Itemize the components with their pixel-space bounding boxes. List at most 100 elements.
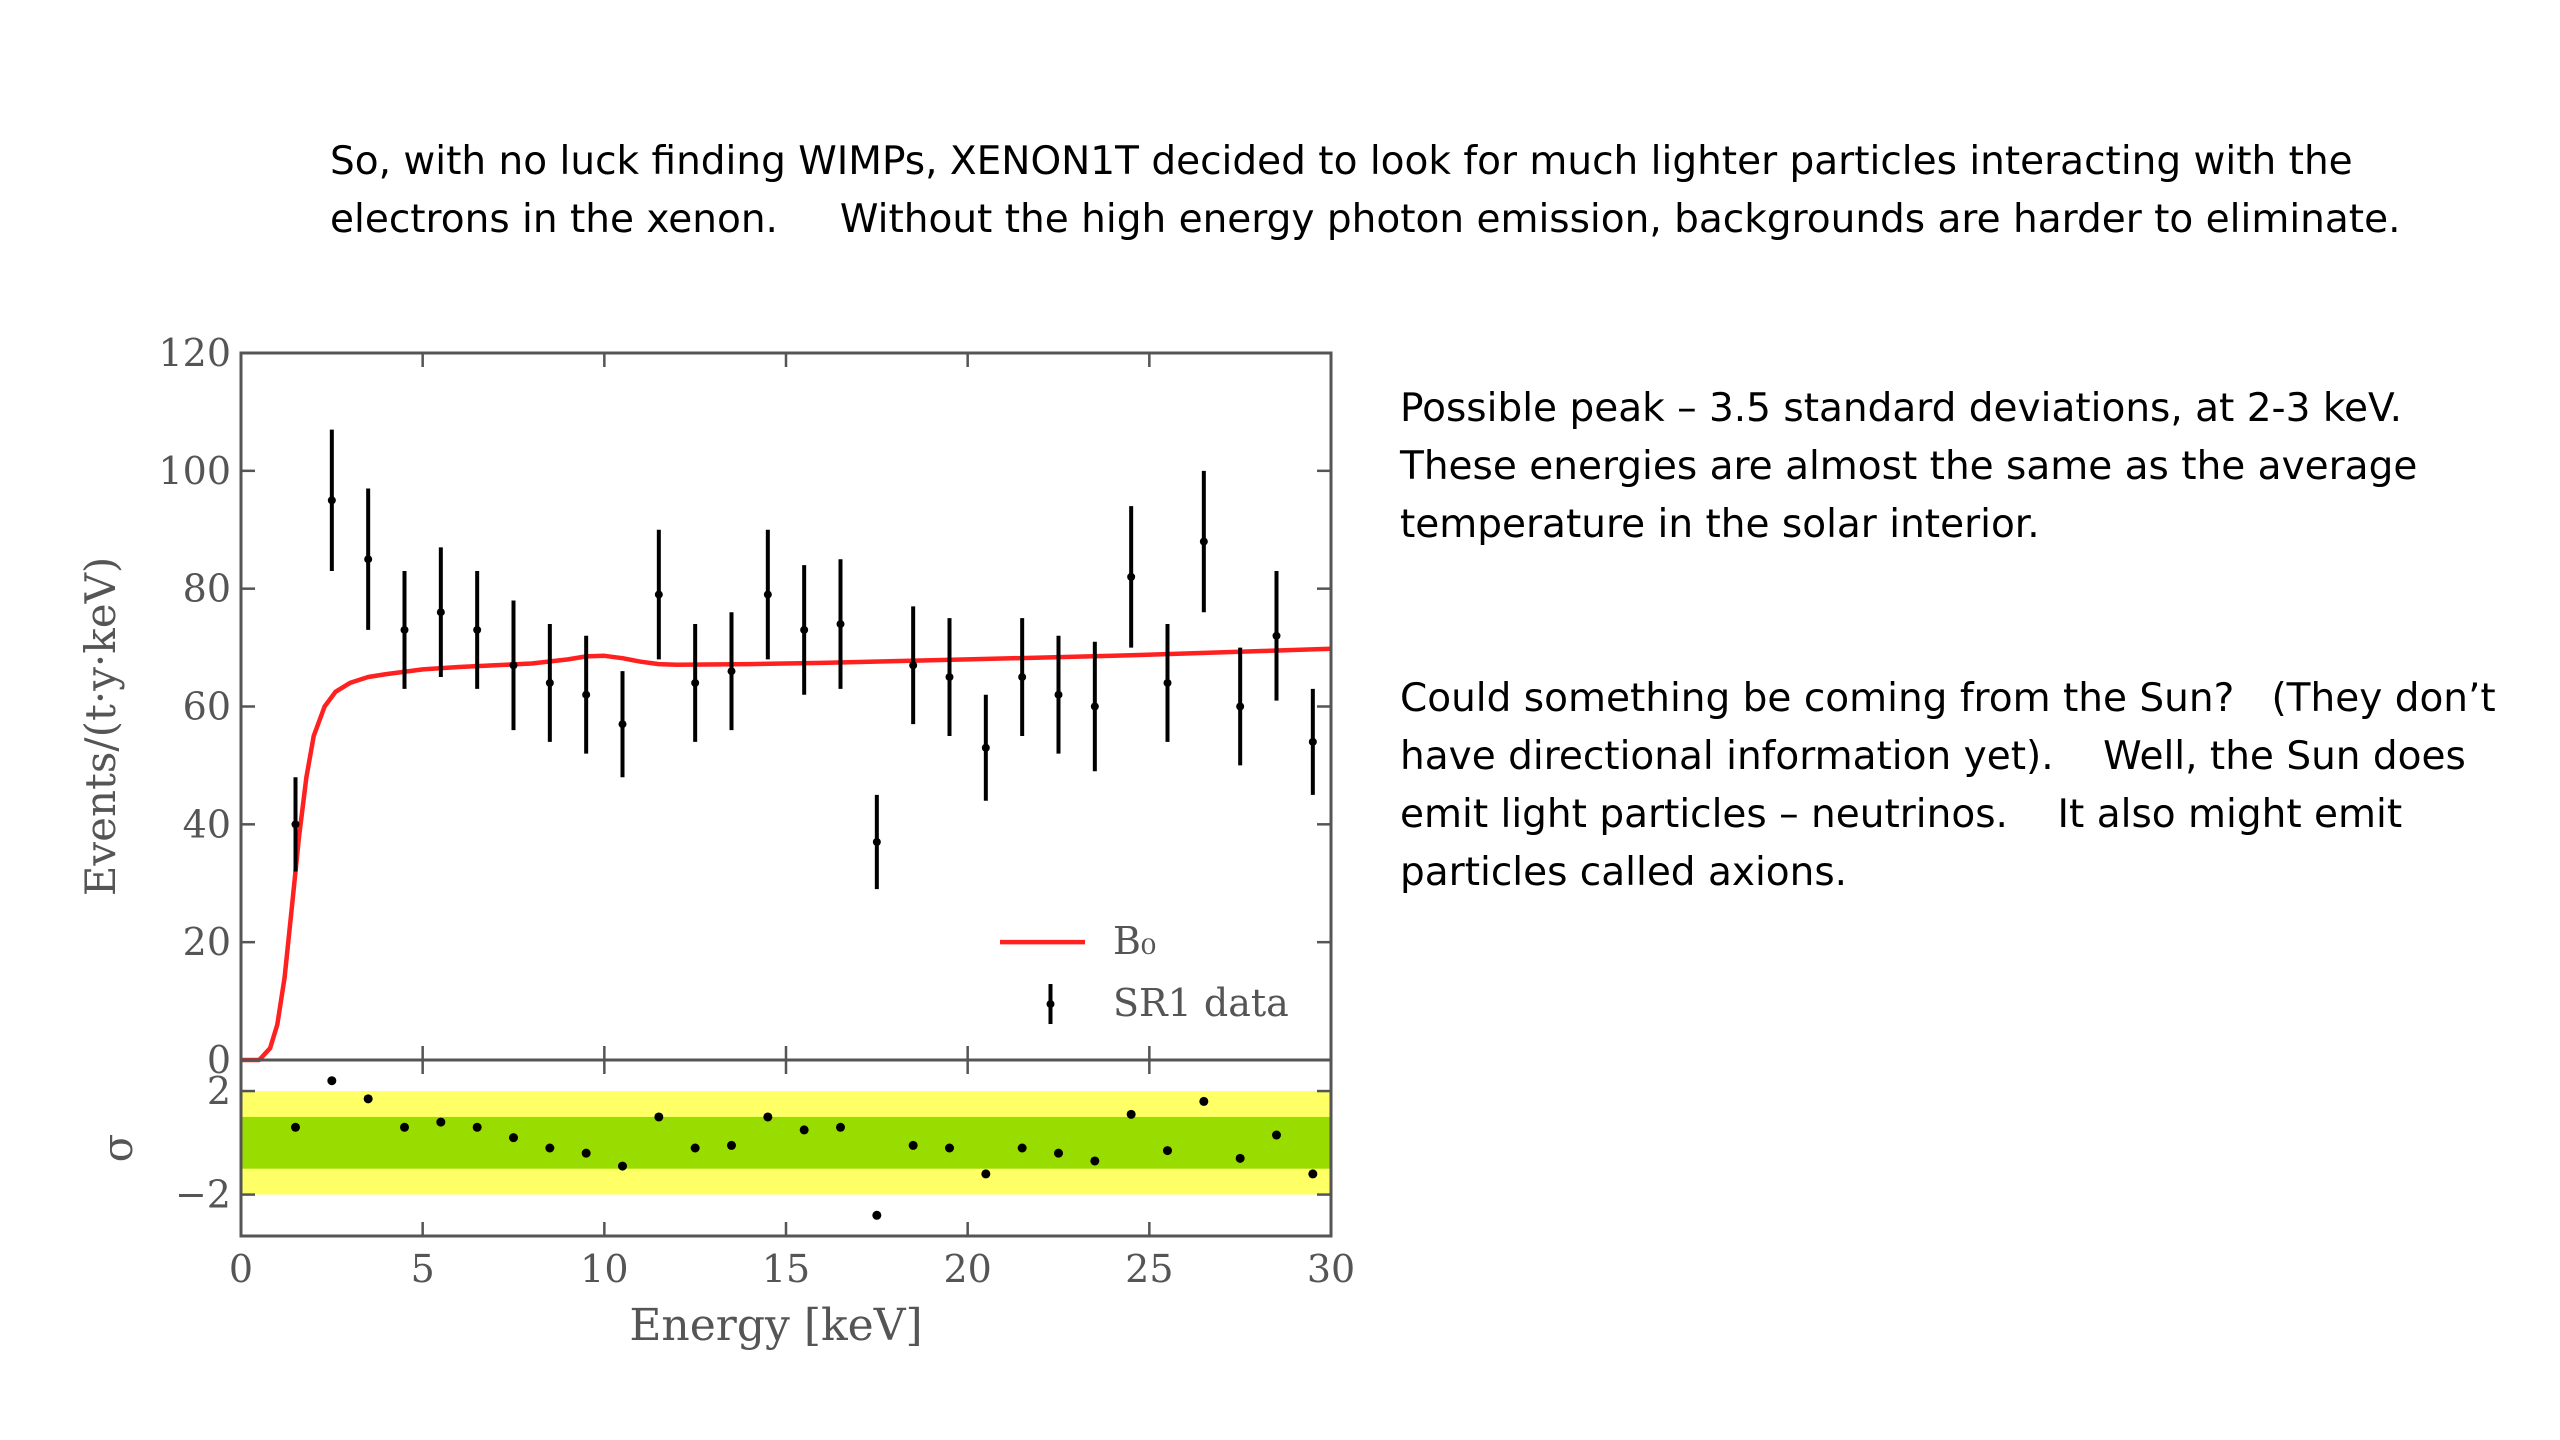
data-point xyxy=(727,667,736,676)
y-tick-label: 40 xyxy=(183,802,231,846)
y-tick-label: 80 xyxy=(183,567,231,611)
peak-note-line: Possible peak – 3.5 standard deviations,… xyxy=(1400,386,2403,431)
sun-note-line: particles called axions. xyxy=(1400,850,1848,895)
residual-point xyxy=(763,1112,773,1122)
residual-point xyxy=(1235,1153,1245,1163)
residual-point xyxy=(1308,1169,1318,1179)
data-point xyxy=(327,496,336,505)
data-point xyxy=(364,555,373,564)
intro-text: So, with no luck finding WIMPs, XENON1T … xyxy=(330,133,2480,249)
energy-spectrum-chart: 0 5 10 15 20 25 30 0 20 40 60 80 100 120 2 −2 Energy [ke… xyxy=(60,320,1380,1380)
residual-point xyxy=(727,1140,736,1150)
residual-point xyxy=(1054,1148,1063,1158)
intro-line: So, with no luck finding WIMPs, XENON1T … xyxy=(330,139,2353,184)
data-point xyxy=(981,743,990,752)
data-point xyxy=(291,820,300,829)
residual-point xyxy=(836,1122,845,1132)
data-point xyxy=(763,590,772,599)
data-point xyxy=(1018,673,1027,682)
residual-point xyxy=(363,1094,373,1104)
residual-point xyxy=(1090,1156,1100,1166)
residual-point xyxy=(654,1112,664,1122)
data-point xyxy=(582,690,591,699)
x-tick-label: 5 xyxy=(411,1247,435,1291)
residual-point xyxy=(327,1076,337,1086)
data-point xyxy=(1054,690,1063,699)
residual-point xyxy=(1199,1096,1209,1106)
residual-point xyxy=(1272,1130,1281,1140)
residual-point xyxy=(436,1117,446,1127)
data-point xyxy=(800,625,809,634)
data-point xyxy=(1236,702,1245,711)
sun-note-line: Could something be coming from the Sun? … xyxy=(1400,676,2496,721)
legend-swatch-data-point xyxy=(1046,1000,1055,1009)
peak-note-line: temperature in the solar interior. xyxy=(1400,502,2040,547)
data-point xyxy=(1272,631,1281,640)
sun-note-line: have directional information yet). Well,… xyxy=(1400,734,2466,779)
data-point xyxy=(1308,737,1317,746)
residual-point xyxy=(799,1125,809,1135)
x-axis-label: Energy [keV] xyxy=(629,1300,922,1351)
residual-1sigma-band xyxy=(241,1116,1331,1169)
x-tick-label: 15 xyxy=(762,1247,810,1291)
data-point xyxy=(1163,678,1172,687)
x-tick-label: 25 xyxy=(1125,1247,1173,1291)
residual-axis-label: σ xyxy=(93,1134,142,1163)
residual-point xyxy=(581,1148,591,1158)
data-point xyxy=(691,678,700,687)
peak-note-line: These energies are almost the same as th… xyxy=(1400,444,2418,489)
intro-line: electrons in the xenon. Without the high… xyxy=(330,197,2401,242)
x-tick-label: 30 xyxy=(1307,1247,1355,1291)
residual-point xyxy=(1126,1109,1136,1119)
residual-point xyxy=(945,1143,954,1153)
x-tick-label: 0 xyxy=(229,1247,253,1291)
legend-label-data: SR1 data xyxy=(1113,981,1289,1025)
residual-tick-label: −2 xyxy=(175,1173,231,1217)
residual-panel-frame xyxy=(239,1058,1333,1238)
peak-note: Possible peak – 3.5 standard deviations,… xyxy=(1400,380,2530,554)
chart-svg: 0 5 10 15 20 25 30 0 20 40 60 80 100 120 2 −2 Energy [ke… xyxy=(76,331,1355,1351)
data-point xyxy=(1199,537,1208,546)
data-point xyxy=(618,720,627,729)
y-tick-label: 0 xyxy=(207,1038,231,1082)
data-point xyxy=(436,608,445,617)
residual-tick-label: 2 xyxy=(207,1069,231,1113)
y-tick-label: 20 xyxy=(183,920,231,964)
residual-point xyxy=(400,1122,409,1132)
data-point xyxy=(836,620,845,629)
data-point xyxy=(945,673,954,682)
data-point xyxy=(872,838,881,847)
data-point xyxy=(400,625,409,634)
residual-point xyxy=(981,1169,991,1179)
frame-layer xyxy=(239,351,1333,1238)
sun-note-line: emit light particles – neutrinos. It als… xyxy=(1400,792,2403,837)
data-point xyxy=(654,590,663,599)
data-point xyxy=(509,661,518,670)
residual-point xyxy=(291,1122,300,1132)
y-axis-label: Events/(t·y·keV) xyxy=(76,557,125,897)
sun-note: Could something be coming from the Sun? … xyxy=(1400,670,2540,902)
residual-point xyxy=(1017,1143,1027,1153)
x-tick-label: 20 xyxy=(943,1247,991,1291)
legend-label-b0: B₀ xyxy=(1113,919,1156,963)
label-layer: 0 5 10 15 20 25 30 0 20 40 60 80 100 120 2 −2 Energy [ke… xyxy=(76,331,1355,1351)
legend: B₀ SR1 data xyxy=(1000,919,1289,1025)
data-point xyxy=(1127,572,1136,581)
residual-point xyxy=(472,1122,482,1132)
data-point xyxy=(545,678,554,687)
residual-point xyxy=(509,1133,518,1143)
residual-point xyxy=(872,1210,882,1220)
data-layer xyxy=(291,429,1317,890)
data-point xyxy=(473,625,482,634)
data-point xyxy=(1090,702,1099,711)
y-tick-label: 120 xyxy=(158,331,231,375)
data-point xyxy=(909,661,918,670)
residual-point xyxy=(618,1161,627,1171)
residual-point xyxy=(1163,1146,1172,1156)
residual-band-layer xyxy=(241,1091,1331,1195)
residual-point xyxy=(545,1143,555,1153)
residual-points-layer xyxy=(291,1076,1318,1220)
x-tick-label: 10 xyxy=(580,1247,628,1291)
residual-point xyxy=(908,1140,918,1150)
residual-point xyxy=(690,1143,700,1153)
